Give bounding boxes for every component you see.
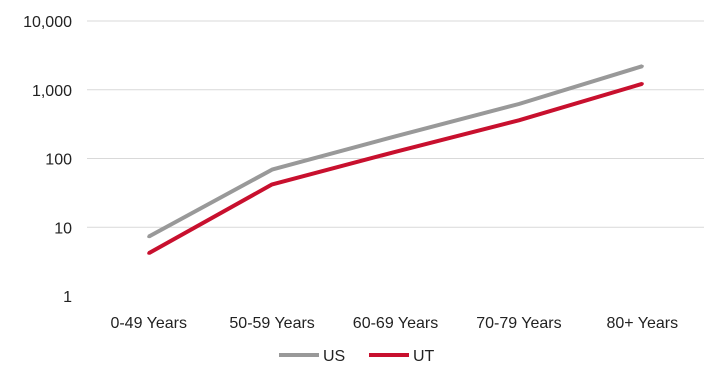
x-tick-label: 60-69 Years — [353, 315, 438, 332]
x-tick-label: 80+ Years — [606, 315, 678, 332]
data-point-ut — [517, 118, 521, 122]
x-tick-label: 70-79 Years — [476, 315, 561, 332]
series-line-ut — [147, 81, 643, 255]
data-point-ut — [394, 150, 397, 154]
y-tick-label: 10,000 — [23, 14, 72, 31]
data-point-us — [270, 168, 274, 172]
y-tick-label: 10 — [54, 220, 72, 237]
gridlines — [87, 20, 704, 228]
y-tick-label: 100 — [45, 152, 72, 169]
x-tick-label: 0-49 Years — [110, 315, 187, 332]
x-axis-labels: 0-49 Years 50-59 Years 60-69 Years 70-79 Ye… — [110, 315, 678, 332]
y-tick-label: 1 — [63, 289, 72, 306]
data-point-us — [147, 235, 151, 239]
y-axis-labels: 1 10 100 1,000 10,000 — [23, 14, 72, 306]
data-point-ut — [147, 251, 151, 255]
data-point-us — [394, 134, 397, 138]
data-point-ut — [270, 182, 274, 186]
legend: US UT — [279, 348, 435, 365]
legend-label-us: US — [323, 348, 345, 365]
data-point-us — [640, 64, 644, 68]
y-tick-label: 1,000 — [32, 83, 72, 100]
x-tick-label: 50-59 Years — [229, 315, 314, 332]
series-layer — [147, 64, 644, 255]
legend-label-ut: UT — [413, 348, 435, 365]
data-point-us — [517, 102, 521, 106]
data-point-ut — [640, 82, 644, 86]
